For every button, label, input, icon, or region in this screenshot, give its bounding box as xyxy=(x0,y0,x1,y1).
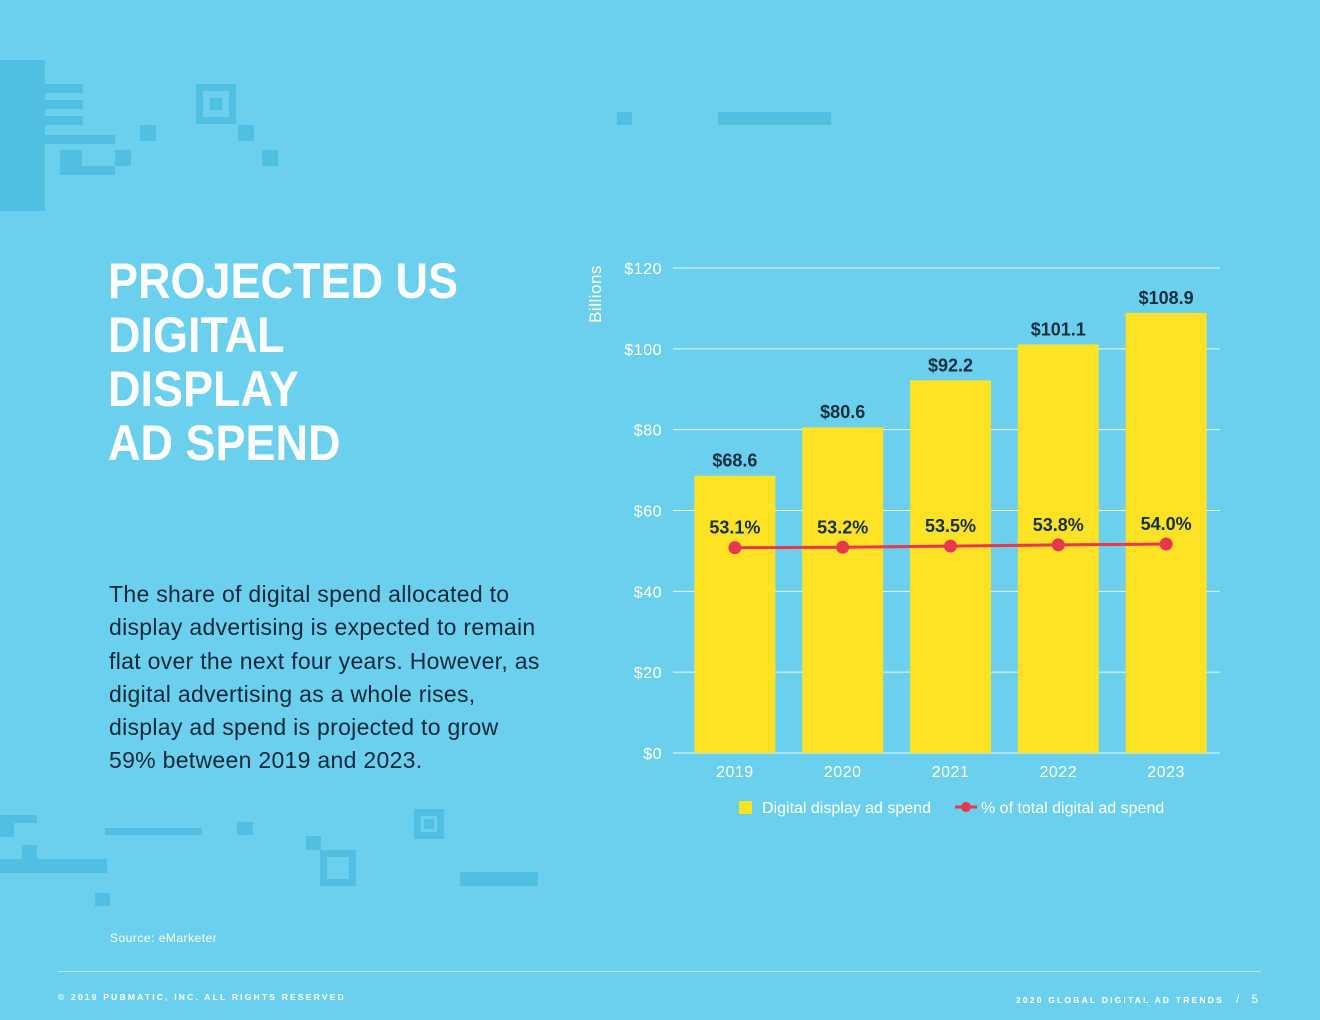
page-number: 5 xyxy=(1251,992,1258,1006)
page-title-line: AD SPEND xyxy=(108,415,341,471)
page-title-line: DIGITAL DISPLAY xyxy=(108,307,299,417)
y-axis-label: Billions xyxy=(586,265,605,323)
y-tick-label: $120 xyxy=(624,261,662,278)
line-value-label: 53.8% xyxy=(1033,515,1084,535)
y-tick-label: $60 xyxy=(634,504,662,521)
x-tick-label: 2023 xyxy=(1147,764,1185,781)
bar xyxy=(694,475,776,753)
line-value-label: 53.2% xyxy=(817,517,868,537)
x-tick-label: 2019 xyxy=(716,764,754,781)
footer-report-title: 2020 GLOBAL DIGITAL AD TRENDS xyxy=(1015,995,1224,1005)
x-tick-label: 2021 xyxy=(932,764,970,781)
bar xyxy=(802,427,884,753)
line-point xyxy=(944,539,957,553)
legend-bar-label: Digital display ad spend xyxy=(762,800,931,817)
footer-report-info: 2020 GLOBAL DIGITAL AD TRENDS / 5 xyxy=(1016,992,1258,1006)
y-tick-label: $80 xyxy=(634,423,662,440)
y-tick-label: $0 xyxy=(643,746,662,763)
line-point xyxy=(836,540,850,554)
bar-line-chart: $0 $20 $40 $60 $80 $100 $120 $68.6 2019 $80.6 2020… xyxy=(586,261,1220,817)
bar-value-label: $108.9 xyxy=(1139,288,1194,308)
line-point xyxy=(1051,538,1065,552)
line-layer xyxy=(728,537,1173,555)
legend: Digital display ad spend % of total digi… xyxy=(739,800,1164,817)
y-tick-label: $40 xyxy=(634,584,662,601)
legend-bar-swatch xyxy=(739,801,752,814)
bar-value-label: $101.1 xyxy=(1031,319,1086,339)
label-layer: $0 $20 $40 $60 $80 $100 $120 $68.6 2019 $80.6 2020… xyxy=(624,261,1193,781)
bar-value-label: $92.2 xyxy=(928,355,973,375)
body-paragraph: The share of digital spend allocated to … xyxy=(109,581,540,774)
source-note: Source: eMarketer xyxy=(110,931,218,945)
page-title: PROJECTED US DIGITAL DISPLAY AD SPEND xyxy=(108,254,486,470)
footer-divider xyxy=(58,971,1261,972)
legend-line-marker xyxy=(961,802,971,812)
line-point xyxy=(1159,537,1173,551)
x-tick-label: 2022 xyxy=(1040,764,1078,781)
x-tick-label: 2020 xyxy=(824,764,862,781)
line-value-label: 53.1% xyxy=(709,518,760,538)
line-value-label: 54.0% xyxy=(1141,514,1192,534)
footer-copyright: © 2019 PUBMATIC, INC. ALL RIGHTS RESERVE… xyxy=(58,992,346,1002)
y-tick-label: $20 xyxy=(634,665,662,682)
bar xyxy=(1125,312,1207,753)
line-value-label: 53.5% xyxy=(925,516,976,536)
footer-separator: / xyxy=(1235,992,1240,1006)
line-point xyxy=(728,541,742,555)
page-title-line: PROJECTED US xyxy=(108,253,459,309)
legend-line-label: % of total digital ad spend xyxy=(981,800,1164,817)
bar-value-label: $80.6 xyxy=(820,402,865,422)
bar-value-label: $68.6 xyxy=(712,451,757,471)
bar xyxy=(910,380,991,753)
y-tick-label: $100 xyxy=(624,342,662,359)
